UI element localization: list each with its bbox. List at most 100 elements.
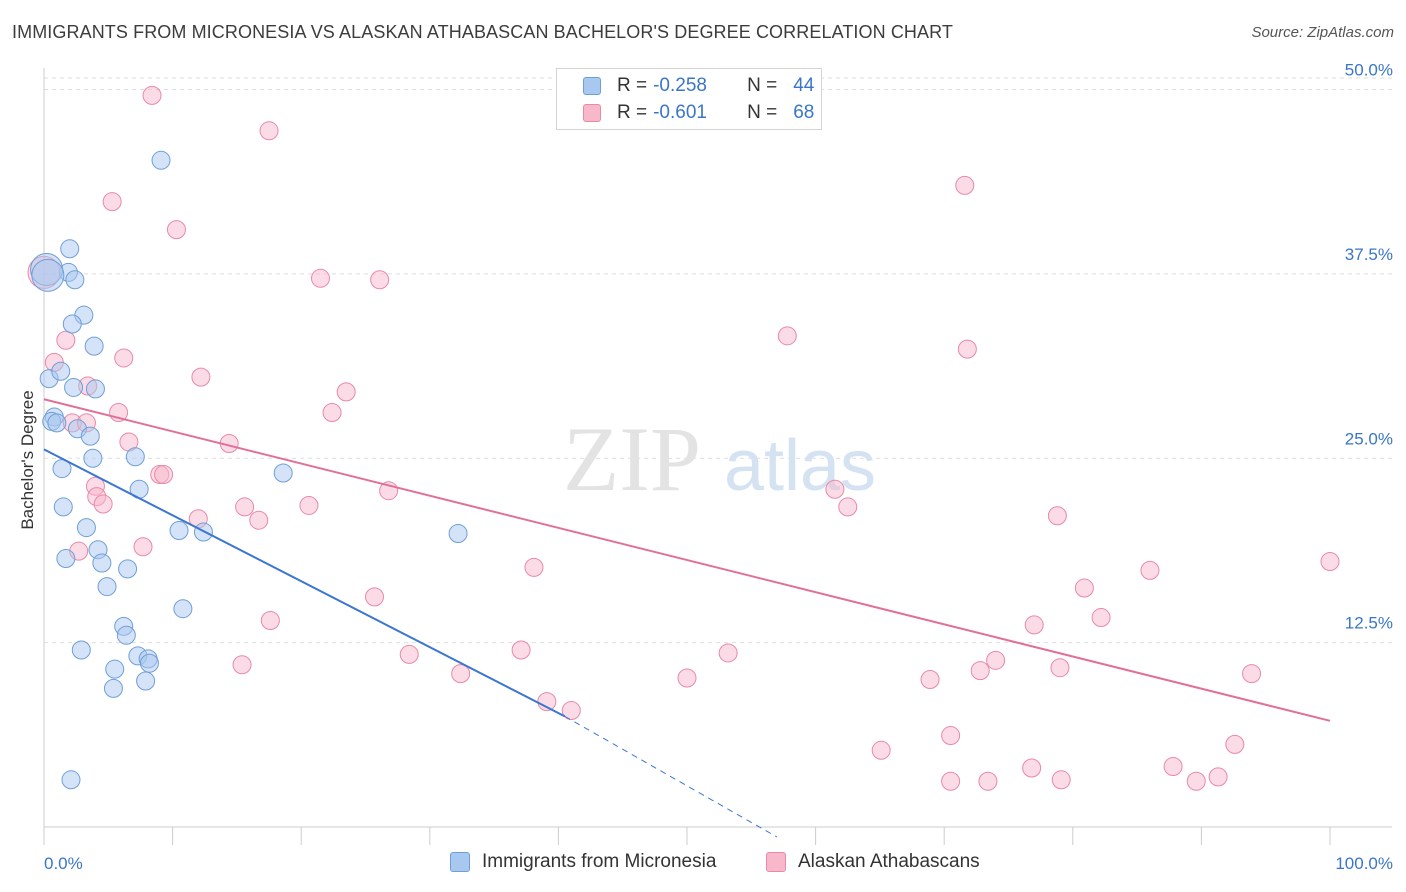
athabascan-point [978, 771, 998, 791]
athabascan-point [524, 557, 544, 577]
athabascan-point [1140, 560, 1160, 580]
athabascan-point [1163, 757, 1183, 777]
micronesia-point [47, 413, 67, 433]
athabascan-point [133, 537, 153, 557]
x-tick-label: 100.0% [1335, 854, 1393, 873]
athabascan-point [825, 479, 845, 499]
athabascan-point [399, 644, 419, 664]
athabascan-point [677, 668, 697, 688]
micronesia-trend-extension [564, 715, 778, 838]
y-tick-label: 37.5% [1345, 245, 1393, 264]
athabascan-point [142, 85, 162, 105]
athabascan-trend-line [43, 398, 1331, 722]
athabascan-point [322, 403, 342, 423]
athabascan-point [232, 655, 252, 675]
micronesia-point [136, 671, 156, 691]
micronesia-point [116, 625, 136, 645]
legend-r-value: -0.601 [653, 102, 707, 123]
athabascan-point [191, 367, 211, 387]
athabascan-point [102, 192, 122, 212]
athabascan-point [1024, 615, 1044, 635]
legend-n-label: N = [747, 102, 778, 123]
legend-row-athabascan: R = -0.601 N = 68 [583, 100, 814, 126]
micronesia-point [53, 497, 73, 517]
legend-n-value: 68 [793, 102, 815, 123]
athabascan-point [166, 220, 186, 240]
micronesia-point [92, 553, 112, 573]
micronesia-point [51, 361, 71, 381]
micronesia-point [80, 426, 100, 446]
legend-swatch-micronesia [583, 77, 601, 95]
micronesia-point [60, 239, 80, 259]
micronesia-point [61, 770, 81, 790]
grid-lines [44, 77, 1392, 644]
athabascan-point [370, 270, 390, 290]
source-credit: Source: ZipAtlas.com [1251, 24, 1394, 41]
series-swatch-micronesia [450, 852, 470, 872]
watermark-zip: ZIP [563, 408, 701, 510]
athabascan-point [249, 510, 269, 530]
athabascan-point [1320, 552, 1340, 571]
x-tick-label: 0.0% [44, 854, 83, 873]
micronesia-point [84, 336, 104, 356]
micronesia-point [71, 640, 91, 660]
micronesia-point [173, 599, 193, 619]
athabascan-point [920, 670, 940, 689]
athabascan-point [777, 326, 797, 346]
athabascan-point [1050, 658, 1070, 678]
legend-r-label: R = [617, 75, 648, 96]
athabascan-point [336, 382, 356, 402]
legend-n-value: 44 [793, 75, 815, 96]
athabascan-point [1047, 506, 1067, 526]
tick-labels: 12.5% 25.0% 37.5% 50.0% 0.0% 100.0% [44, 61, 1393, 874]
series-legend: Immigrants from Micronesia Alaskan Athab… [0, 851, 1406, 877]
micronesia-trend-line [43, 448, 566, 718]
athabascan-point [970, 661, 990, 681]
athabascan-point [957, 339, 977, 359]
athabascan-point [561, 700, 581, 720]
micronesia-point [103, 678, 123, 698]
micronesia-point [85, 379, 105, 399]
micronesia-point [31, 258, 65, 292]
athabascan-point [941, 726, 961, 746]
watermark: ZIP atlas [563, 408, 876, 510]
series-swatch-athabascan [766, 852, 786, 872]
series-legend-athabascan: Alaskan Athabascans [766, 851, 980, 873]
athabascan-point [259, 121, 279, 141]
athabascan-point [114, 348, 134, 368]
athabascan-point [1022, 758, 1042, 778]
micronesia-point [64, 377, 84, 397]
micronesia-point [125, 447, 145, 467]
series-label-athabascan: Alaskan Athabascans [798, 851, 980, 872]
series-label-micronesia: Immigrants from Micronesia [482, 851, 717, 872]
athabascan-point [154, 464, 174, 484]
micronesia-point [448, 523, 468, 543]
series-legend-micronesia: Immigrants from Micronesia [450, 851, 716, 873]
y-tick-label: 12.5% [1345, 614, 1393, 633]
athabascan-point [299, 495, 319, 515]
athabascan-point [838, 497, 858, 517]
y-tick-label: 25.0% [1345, 429, 1393, 448]
legend-r-label: R = [617, 102, 648, 123]
y-tick-label: 50.0% [1345, 61, 1393, 80]
legend-swatch-athabascan [583, 104, 601, 122]
micronesia-point [76, 518, 96, 538]
micronesia-point [105, 659, 125, 679]
micronesia-point [118, 559, 138, 579]
athabascan-point [260, 611, 280, 630]
athabascan-point [1074, 578, 1094, 598]
chart-title: IMMIGRANTS FROM MICRONESIA VS ALASKAN AT… [12, 22, 954, 42]
athabascan-point [941, 771, 961, 791]
athabascan-point [1186, 771, 1206, 791]
athabascan-point [511, 640, 531, 660]
athabascan-point [93, 494, 113, 514]
athabascan-point [718, 643, 738, 663]
athabascan-point [955, 175, 975, 195]
micronesia-point [139, 653, 159, 673]
micronesia-point [273, 463, 293, 483]
watermark-atlas: atlas [724, 426, 876, 506]
athabascan-point [1051, 770, 1071, 790]
micronesia-point [83, 448, 103, 468]
athabascan-point [986, 650, 1006, 670]
